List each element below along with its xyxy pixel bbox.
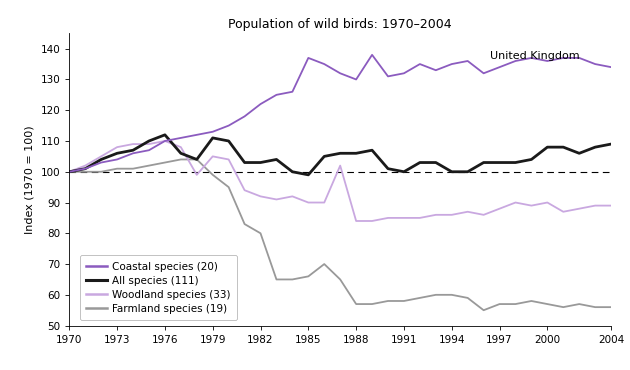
- Legend: Coastal species (20), All species (111), Woodland species (33), Farmland species: Coastal species (20), All species (111),…: [80, 255, 237, 320]
- Y-axis label: Index (1970 = 100): Index (1970 = 100): [25, 125, 35, 234]
- Title: Population of wild birds: 1970–2004: Population of wild birds: 1970–2004: [229, 18, 452, 31]
- Text: United Kingdom: United Kingdom: [490, 51, 579, 61]
